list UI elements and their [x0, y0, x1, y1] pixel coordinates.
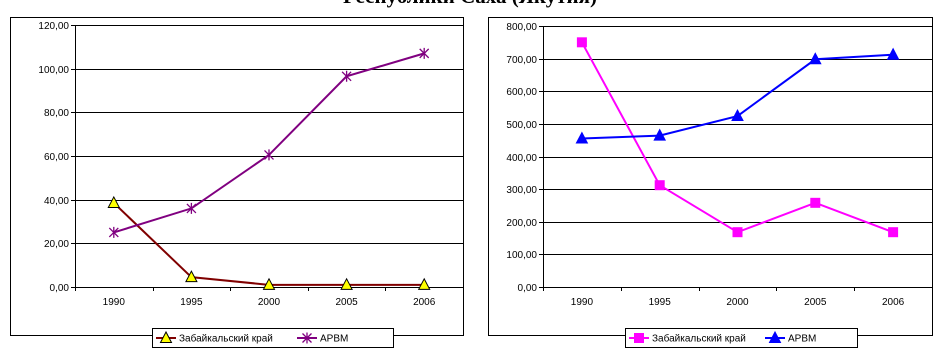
y-tick-label: 0,00	[50, 283, 70, 294]
x-tick-label: 2006	[882, 297, 905, 308]
data-point-s1	[107, 195, 121, 208]
chart-left: 0,00 20,00 40,00 60,00 80,00 100,00 120,00 1990…	[10, 17, 464, 348]
chart-frame	[488, 17, 933, 336]
x-tick-label: 2006	[413, 297, 436, 308]
x-tick-label: 1995	[180, 297, 203, 308]
data-point-s2	[653, 128, 667, 141]
data-point-s1	[810, 197, 821, 208]
data-point-s2	[575, 131, 589, 144]
y-tick-label: 600,00	[506, 87, 537, 98]
y-tick-label: 100,00	[506, 250, 537, 261]
legend-marker-2	[768, 330, 782, 343]
data-point-s1	[417, 277, 431, 290]
y-tick-label: 60,00	[44, 152, 69, 163]
x-tick-label: 2000	[726, 297, 749, 308]
y-tick-label: 500,00	[506, 120, 537, 131]
x-tick-label: 2005	[335, 297, 358, 308]
chart-right: 0,00 100,00 200,00 300,00 400,00 500,00 600,00…	[488, 17, 933, 348]
legend-box	[152, 328, 394, 348]
legend-marker-1	[634, 333, 644, 343]
data-point-s2	[808, 52, 822, 65]
data-point-s1	[654, 180, 665, 191]
y-tick-label: 40,00	[44, 196, 69, 207]
data-point-s2	[341, 70, 352, 82]
x-tick-label: 1990	[571, 297, 594, 308]
x-tick-label: 2000	[258, 297, 281, 308]
legend-marker-2	[302, 332, 312, 344]
y-tick-label: 20,00	[44, 239, 69, 250]
y-tick-label: 400,00	[506, 153, 537, 164]
x-tick-label: 2005	[804, 297, 827, 308]
data-point-s2	[108, 226, 119, 238]
y-tick-label: 700,00	[506, 55, 537, 66]
x-tick-label: 1990	[103, 297, 126, 308]
y-tick-label: 80,00	[44, 108, 69, 119]
data-point-s1	[262, 277, 276, 290]
legend-label-1: Забайкальский край	[179, 333, 273, 345]
data-point-s1	[340, 277, 353, 290]
data-point-s1	[732, 227, 743, 238]
legend-box	[625, 328, 858, 348]
data-point-s2	[264, 149, 274, 161]
y-tick-label: 200,00	[506, 218, 537, 229]
legend-label-2: АРВМ	[320, 334, 348, 345]
legend-marker-1	[159, 330, 173, 343]
data-point-s1	[185, 270, 198, 283]
data-point-s2	[731, 108, 744, 122]
data-point-s2	[419, 47, 430, 59]
data-point-s1	[888, 227, 899, 238]
legend-label-1: Забайкальский край	[652, 333, 746, 345]
data-point-s2	[186, 202, 197, 214]
data-point-s2	[886, 47, 900, 60]
y-tick-label: 120,00	[38, 21, 69, 32]
data-point-s1	[576, 37, 587, 48]
y-tick-label: 0,00	[518, 283, 538, 294]
legend-label-2: АРВМ	[788, 334, 816, 345]
y-tick-label: 100,00	[38, 65, 69, 76]
y-tick-label: 300,00	[506, 185, 537, 196]
y-tick-label: 800,00	[506, 22, 537, 33]
page-heading: Республики Саха (Якутия)	[343, 0, 597, 8]
x-tick-label: 1995	[649, 297, 672, 308]
